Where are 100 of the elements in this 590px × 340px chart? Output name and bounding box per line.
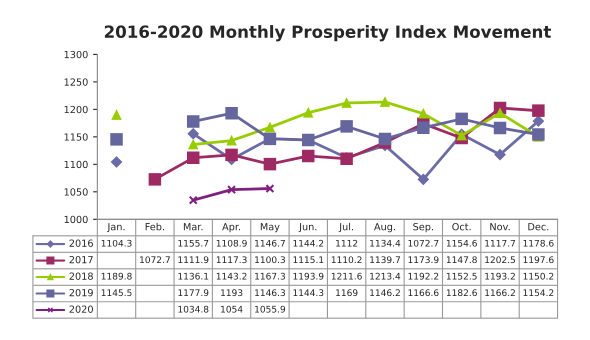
point: [265, 122, 275, 132]
data-label: 1117.7: [485, 240, 516, 247]
data-label: 1104.3: [102, 240, 132, 247]
data-label: 1182.6: [446, 289, 477, 296]
data-label: 1193.9: [293, 272, 324, 280]
y-tick-label: 1100: [64, 160, 88, 168]
data-label: 1193: [221, 289, 242, 296]
legend-label: 2020: [70, 305, 93, 313]
data-label: 1146.2: [370, 289, 400, 296]
data-label: 1110.2: [332, 256, 362, 264]
point: [532, 128, 545, 141]
data-label: 1154.2: [524, 289, 554, 296]
y-tick-label: 1150: [64, 133, 88, 141]
legend-label: 2019: [70, 288, 93, 296]
legend-label: 2018: [70, 272, 93, 280]
point: [380, 97, 390, 107]
x-tick-label: Jun.: [298, 223, 316, 232]
x-tick-label: Apr.: [222, 223, 240, 232]
data-label: 1134.4: [370, 240, 400, 247]
data-label: 1173.9: [408, 256, 438, 264]
data-label: 1193.2: [485, 272, 515, 280]
point: [186, 152, 200, 164]
point: [225, 106, 238, 120]
x-tick-label: Feb.: [146, 222, 164, 230]
x-tick-label: Oct.: [452, 223, 471, 230]
point: [456, 130, 467, 140]
data-label: 1150.2: [524, 272, 554, 280]
data-label: 1144.3: [293, 289, 324, 296]
data-label: 1152.5: [446, 272, 477, 280]
data-label: 1166.2: [485, 289, 515, 296]
point: [110, 156, 122, 168]
point: [226, 136, 236, 146]
x-tick-label: Nov.: [490, 223, 510, 230]
point: [495, 108, 505, 118]
point: [227, 185, 236, 194]
data-label: 1147.8: [446, 256, 477, 264]
point: [110, 133, 123, 146]
data-label: 1117.3: [216, 256, 247, 264]
data-label: 1167.3: [255, 272, 285, 280]
x-tick-label: Jan.: [106, 223, 125, 232]
point: [417, 121, 430, 134]
data-label: 1108.9: [216, 240, 247, 247]
point: [188, 196, 198, 205]
data-label: 1211.6: [332, 272, 362, 280]
data-label: 1115.1: [293, 256, 324, 264]
x-tick-label: Aug.: [374, 223, 395, 232]
data-label: 1213.4: [370, 272, 400, 280]
point: [378, 132, 392, 146]
data-label: 1111.9: [178, 256, 208, 264]
data-label: 1189.8: [102, 272, 132, 280]
data-label: 1154.6: [446, 240, 477, 247]
data-label: 1072.7: [408, 240, 438, 247]
y-tick-label: 1050: [64, 188, 88, 196]
point: [455, 112, 468, 126]
data-label: 1112: [336, 240, 358, 247]
data-label: 1192.2: [408, 272, 438, 280]
data-label: 1100.3: [255, 256, 285, 264]
y-tick-label: 1300: [64, 50, 88, 58]
point: [112, 110, 122, 120]
point: [225, 148, 238, 162]
point: [342, 98, 352, 108]
data-label: 1144.2: [293, 240, 324, 247]
data-label: 1054: [221, 306, 243, 313]
point: [532, 104, 545, 117]
data-label: 1143.2: [216, 272, 246, 280]
data-label: 1146.7: [255, 240, 285, 247]
x-tick-label: Sep.: [413, 223, 433, 232]
data-label: 1136.1: [178, 272, 208, 280]
y-tick-label: 1000: [64, 216, 88, 224]
point: [418, 174, 429, 185]
point: [264, 158, 276, 170]
point: [303, 108, 314, 118]
point: [265, 184, 274, 194]
data-label: 1146.3: [255, 289, 285, 296]
point: [532, 116, 544, 127]
chart-title: 2016-2020 Monthly Prosperity Index Movement: [104, 25, 551, 42]
x-tick-label: Dec.: [528, 223, 548, 230]
y-tick-label: 1250: [64, 78, 88, 86]
legend-label: 2017: [70, 256, 93, 264]
data-label: 1034.8: [178, 306, 208, 313]
data-label: 1178.6: [524, 240, 554, 247]
y-tick-label: 1200: [64, 106, 88, 114]
point: [188, 128, 199, 140]
data-label: 1169: [336, 289, 358, 296]
point: [186, 115, 200, 128]
point: [302, 150, 315, 162]
data-label: 1197.6: [524, 256, 554, 264]
legend-label: 2016: [70, 240, 93, 247]
data-label: 1072.7: [140, 256, 170, 264]
x-tick-label: Jul.: [338, 222, 353, 232]
data-label: 1202.5: [485, 256, 516, 264]
point: [494, 122, 506, 134]
x-tick-label: Mar.: [184, 223, 202, 230]
data-label: 1055.9: [255, 306, 286, 313]
data-label: 1166.6: [408, 289, 439, 296]
data-label: 1145.5: [102, 289, 132, 296]
data-label: 1139.7: [370, 256, 400, 264]
point: [418, 108, 428, 119]
point: [340, 120, 353, 133]
point: [494, 149, 506, 160]
